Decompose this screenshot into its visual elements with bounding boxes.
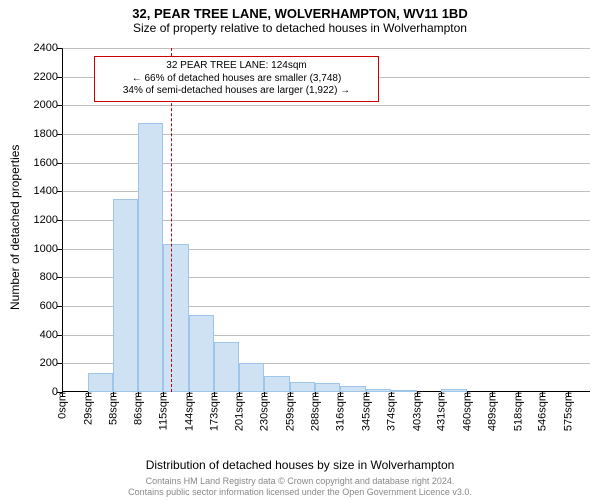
x-axis-label: Distribution of detached houses by size … (0, 458, 600, 472)
x-tick-label: 546sqm (537, 392, 549, 431)
x-tick-label: 201sqm (233, 392, 245, 431)
y-tick-label: 2400 (34, 42, 62, 54)
chart-container: { "title1": "32, PEAR TREE LANE, WOLVERH… (0, 0, 600, 500)
y-tick-label: 1600 (34, 157, 62, 169)
y-tick-label: 1000 (34, 243, 62, 255)
histogram-bar (113, 199, 138, 393)
y-tick-label: 1400 (34, 185, 62, 197)
histogram-bar (214, 342, 239, 392)
chart-title: 32, PEAR TREE LANE, WOLVERHAMPTON, WV11 … (0, 0, 600, 21)
y-tick-label: 800 (40, 271, 62, 283)
histogram-bar (290, 382, 316, 392)
x-tick-label: 144sqm (183, 392, 195, 431)
x-tick-label: 460sqm (461, 392, 473, 431)
x-tick-label: 115sqm (158, 392, 170, 430)
x-tick-label: 0sqm (57, 392, 69, 419)
x-tick-label: 575sqm (563, 392, 575, 431)
x-tick-label: 403sqm (411, 392, 423, 431)
histogram-bar (315, 383, 340, 392)
annotation-line-3: 34% of semi-detached houses are larger (… (123, 85, 350, 96)
y-axis-label: Number of detached properties (8, 145, 22, 310)
x-tick-label: 288sqm (310, 392, 322, 431)
x-tick-label: 173sqm (209, 392, 221, 431)
attribution-line-2: Contains public sector information licen… (128, 487, 472, 497)
y-tick-label: 600 (40, 300, 62, 312)
annotation-box: 32 PEAR TREE LANE: 124sqm ← 66% of detach… (94, 56, 379, 102)
x-tick-label: 489sqm (487, 392, 499, 431)
x-tick-label: 86sqm (132, 392, 144, 425)
x-tick-label: 345sqm (360, 392, 372, 431)
histogram-bar (163, 244, 189, 392)
plot-area: 0200400600800100012001400160018002000220… (62, 48, 590, 392)
x-tick-label: 431sqm (436, 392, 448, 431)
x-tick-label: 518sqm (512, 392, 524, 431)
histogram-bar (264, 376, 290, 392)
x-tick-label: 29sqm (82, 392, 94, 425)
gridline (62, 48, 590, 49)
annotation-line-2: ← 66% of detached houses are smaller (3,… (132, 73, 342, 84)
x-tick-label: 316sqm (335, 392, 347, 431)
histogram-bar (88, 373, 114, 392)
y-tick-label: 400 (40, 329, 62, 341)
y-tick-label: 1800 (34, 128, 62, 140)
x-tick-label: 58sqm (108, 392, 120, 425)
y-tick-label: 200 (40, 357, 62, 369)
y-tick-label: 1200 (34, 214, 62, 226)
x-tick-label: 259sqm (284, 392, 296, 431)
histogram-bar (239, 363, 265, 392)
annotation-line-1: 32 PEAR TREE LANE: 124sqm (166, 60, 306, 71)
histogram-bar (189, 315, 215, 392)
chart-subtitle: Size of property relative to detached ho… (0, 21, 600, 35)
gridline (62, 105, 590, 106)
attribution-line-1: Contains HM Land Registry data © Crown c… (146, 476, 455, 486)
attribution-text: Contains HM Land Registry data © Crown c… (0, 476, 600, 499)
y-tick-label: 2000 (34, 99, 62, 111)
x-tick-label: 230sqm (259, 392, 271, 431)
histogram-bar (138, 123, 164, 392)
y-tick-label: 2200 (34, 71, 62, 83)
x-tick-label: 374sqm (386, 392, 398, 431)
